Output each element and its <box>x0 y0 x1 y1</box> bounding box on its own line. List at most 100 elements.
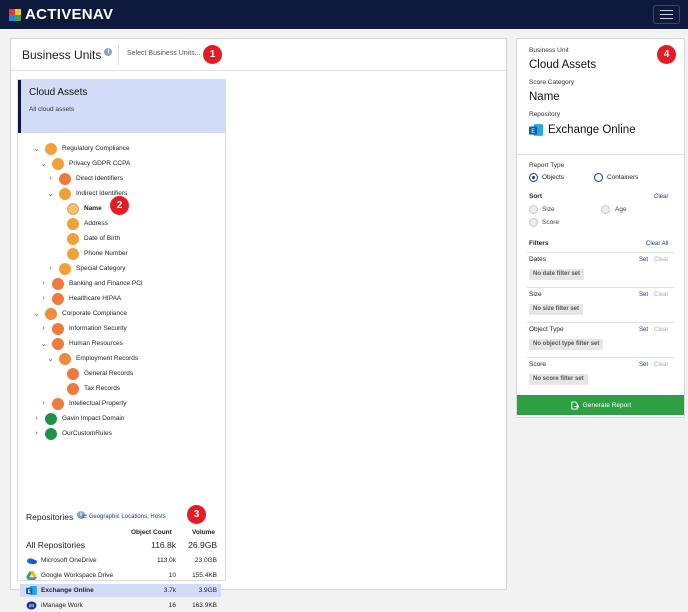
tree-node-indirect-identifiers[interactable]: ⌄ Indirect Identifiers <box>46 187 127 200</box>
repository-row[interactable]: Google Workspace Drive 10 155.4KB <box>20 569 221 582</box>
activenav-logo[interactable]: ACTIVENAV <box>9 6 113 23</box>
size-clear-link[interactable]: Clear <box>654 292 669 298</box>
tree-node-our-custom-rules[interactable]: › OurCustomRules <box>32 427 112 440</box>
sort-score-label: Score <box>542 219 559 226</box>
containers-radio[interactable] <box>594 173 603 182</box>
score-filter-label: Score <box>529 361 546 368</box>
repository-row-selected[interactable]: E Exchange Online 3.7k 3.9GB <box>20 584 221 597</box>
score-filter-value: No score filter set <box>529 374 588 385</box>
sort-age-radio[interactable] <box>601 205 610 214</box>
chevron-right-icon[interactable]: › <box>49 265 52 272</box>
containers-radio-label[interactable]: Containers <box>607 174 639 181</box>
tree-node-banking-finance[interactable]: › Banking and Finance PCI <box>39 277 143 290</box>
hosts-link[interactable]: Hosts <box>150 514 166 520</box>
chevron-down-icon[interactable]: ⌄ <box>47 355 54 363</box>
sort-age-label: Age <box>615 206 627 213</box>
score-dot-icon <box>45 142 57 155</box>
objects-radio-label[interactable]: Objects <box>542 174 565 181</box>
score-category-label: Score Category <box>529 79 575 86</box>
chevron-right-icon[interactable]: › <box>42 295 45 302</box>
imanage-icon: iM <box>26 601 37 610</box>
sort-label: Sort <box>529 193 542 200</box>
score-dot-icon <box>59 352 71 365</box>
chevron-right-icon[interactable]: › <box>42 280 45 287</box>
repository-row[interactable]: Microsoft OneDrive 113.0k 23.0GB <box>20 554 221 567</box>
generate-report-button[interactable]: Generate Report <box>517 395 684 415</box>
filters-clear-all-link[interactable]: Clear All <box>646 241 669 247</box>
score-dot-icon <box>52 337 64 350</box>
repository-grouping-links: ⇄ Geographic Locations, Hosts <box>82 513 166 520</box>
sort-size-label: Size <box>542 206 555 213</box>
sort-size-radio[interactable] <box>529 205 538 214</box>
chevron-down-icon[interactable]: ⌄ <box>47 190 54 198</box>
score-dot-icon <box>45 412 57 425</box>
hamburger-menu-button[interactable] <box>653 5 680 24</box>
annotation-badge-2: 2 <box>110 196 129 215</box>
divider <box>517 154 684 155</box>
info-icon[interactable]: i <box>104 48 113 56</box>
swap-icon: ⇄ <box>82 514 88 520</box>
file-export-icon <box>571 400 579 410</box>
geographic-locations-link[interactable]: Geographic Locations, <box>88 514 149 520</box>
tree-node-tax-records[interactable]: Tax Records <box>54 382 120 395</box>
score-dot-icon <box>59 172 71 185</box>
tree-node-corporate-compliance[interactable]: ⌄ Corporate Compliance <box>32 307 127 320</box>
chevron-down-icon[interactable]: ⌄ <box>33 145 40 153</box>
tree-node-regulatory-compliance[interactable]: ⌄ Regulatory Compliance <box>32 142 130 155</box>
dates-set-link[interactable]: Set <box>639 257 649 263</box>
tree-node-phone-number[interactable]: Phone Number <box>54 247 128 260</box>
tree-node-human-resources[interactable]: ⌄ Human Resources <box>39 337 123 350</box>
chevron-right-icon[interactable]: › <box>42 325 45 332</box>
object-type-set-link[interactable]: Set <box>639 327 649 333</box>
chevron-right-icon[interactable]: › <box>42 400 45 407</box>
chevron-right-icon[interactable]: › <box>35 430 38 437</box>
tree-node-healthcare-hipaa[interactable]: › Healthcare HIPAA <box>39 292 121 305</box>
score-dot-icon <box>67 232 79 245</box>
tree-node-date-of-birth[interactable]: Date of Birth <box>54 232 120 245</box>
object-type-filter-label: Object Type <box>529 326 564 333</box>
sort-clear-link[interactable]: Clear <box>654 194 669 200</box>
object-count-column-header[interactable]: Object Count <box>131 529 172 536</box>
score-dot-icon <box>52 322 64 335</box>
chevron-right-icon[interactable]: › <box>49 175 52 182</box>
size-set-link[interactable]: Set <box>639 292 649 298</box>
tree-node-information-security[interactable]: › Information Security <box>39 322 127 335</box>
size-filter-label: Size <box>529 291 542 298</box>
score-set-link[interactable]: Set <box>639 362 649 368</box>
divider <box>527 252 674 253</box>
tree-node-general-records[interactable]: General Records <box>54 367 133 380</box>
chevron-right-icon[interactable]: › <box>35 415 38 422</box>
chevron-down-icon[interactable]: ⌄ <box>40 340 47 348</box>
tree-node-special-category[interactable]: › Special Category <box>46 262 126 275</box>
logo-text: ACTIVENAV <box>25 6 114 23</box>
sort-score-radio[interactable] <box>529 218 538 227</box>
score-clear-link[interactable]: Clear <box>654 362 669 368</box>
onedrive-icon <box>26 558 37 565</box>
object-type-clear-link[interactable]: Clear <box>654 327 669 333</box>
tree-node-intellectual-property[interactable]: › Intellectual Property <box>39 397 126 410</box>
divider <box>527 287 674 288</box>
chevron-down-icon[interactable]: ⌄ <box>33 310 40 318</box>
score-dot-icon <box>52 277 64 290</box>
tree-node-direct-identifiers[interactable]: › Direct Identifiers <box>46 172 123 185</box>
business-units-header: Business Units i Select Business Units...… <box>11 39 506 71</box>
volume-column-header[interactable]: Volume <box>192 529 215 536</box>
repository-row[interactable]: iM iManage Work 16 163.9KB <box>20 599 221 612</box>
dates-clear-link[interactable]: Clear <box>654 257 669 263</box>
info-icon[interactable]: i <box>77 511 85 519</box>
objects-radio[interactable] <box>529 173 538 182</box>
business-units-select[interactable]: Select Business Units... <box>127 50 201 57</box>
tree-node-employment-records[interactable]: ⌄ Employment Records <box>46 352 138 365</box>
tree-node-privacy-gdpr-ccpa[interactable]: ⌄ Privacy GDPR CCPA <box>39 157 130 170</box>
tree-node-address[interactable]: Address <box>54 217 108 230</box>
score-category-value: Name <box>529 91 560 103</box>
cloud-assets-header[interactable]: Cloud Assets All cloud assets <box>18 80 225 133</box>
tree-node-gavin-impact-domain[interactable]: › Gavin Impact Domain <box>32 412 125 425</box>
tree-node-name-selected[interactable]: Name <box>54 202 102 215</box>
repository-row-all[interactable]: All Repositories 116.8k 26.9GB <box>26 539 217 550</box>
business-unit-value: Cloud Assets <box>529 59 597 71</box>
repositories-panel: Repositories i ⇄ Geographic Locations, H… <box>18 500 225 610</box>
dates-filter-label: Dates <box>529 256 546 263</box>
score-dot-icon <box>59 187 71 200</box>
chevron-down-icon[interactable]: ⌄ <box>40 160 47 168</box>
